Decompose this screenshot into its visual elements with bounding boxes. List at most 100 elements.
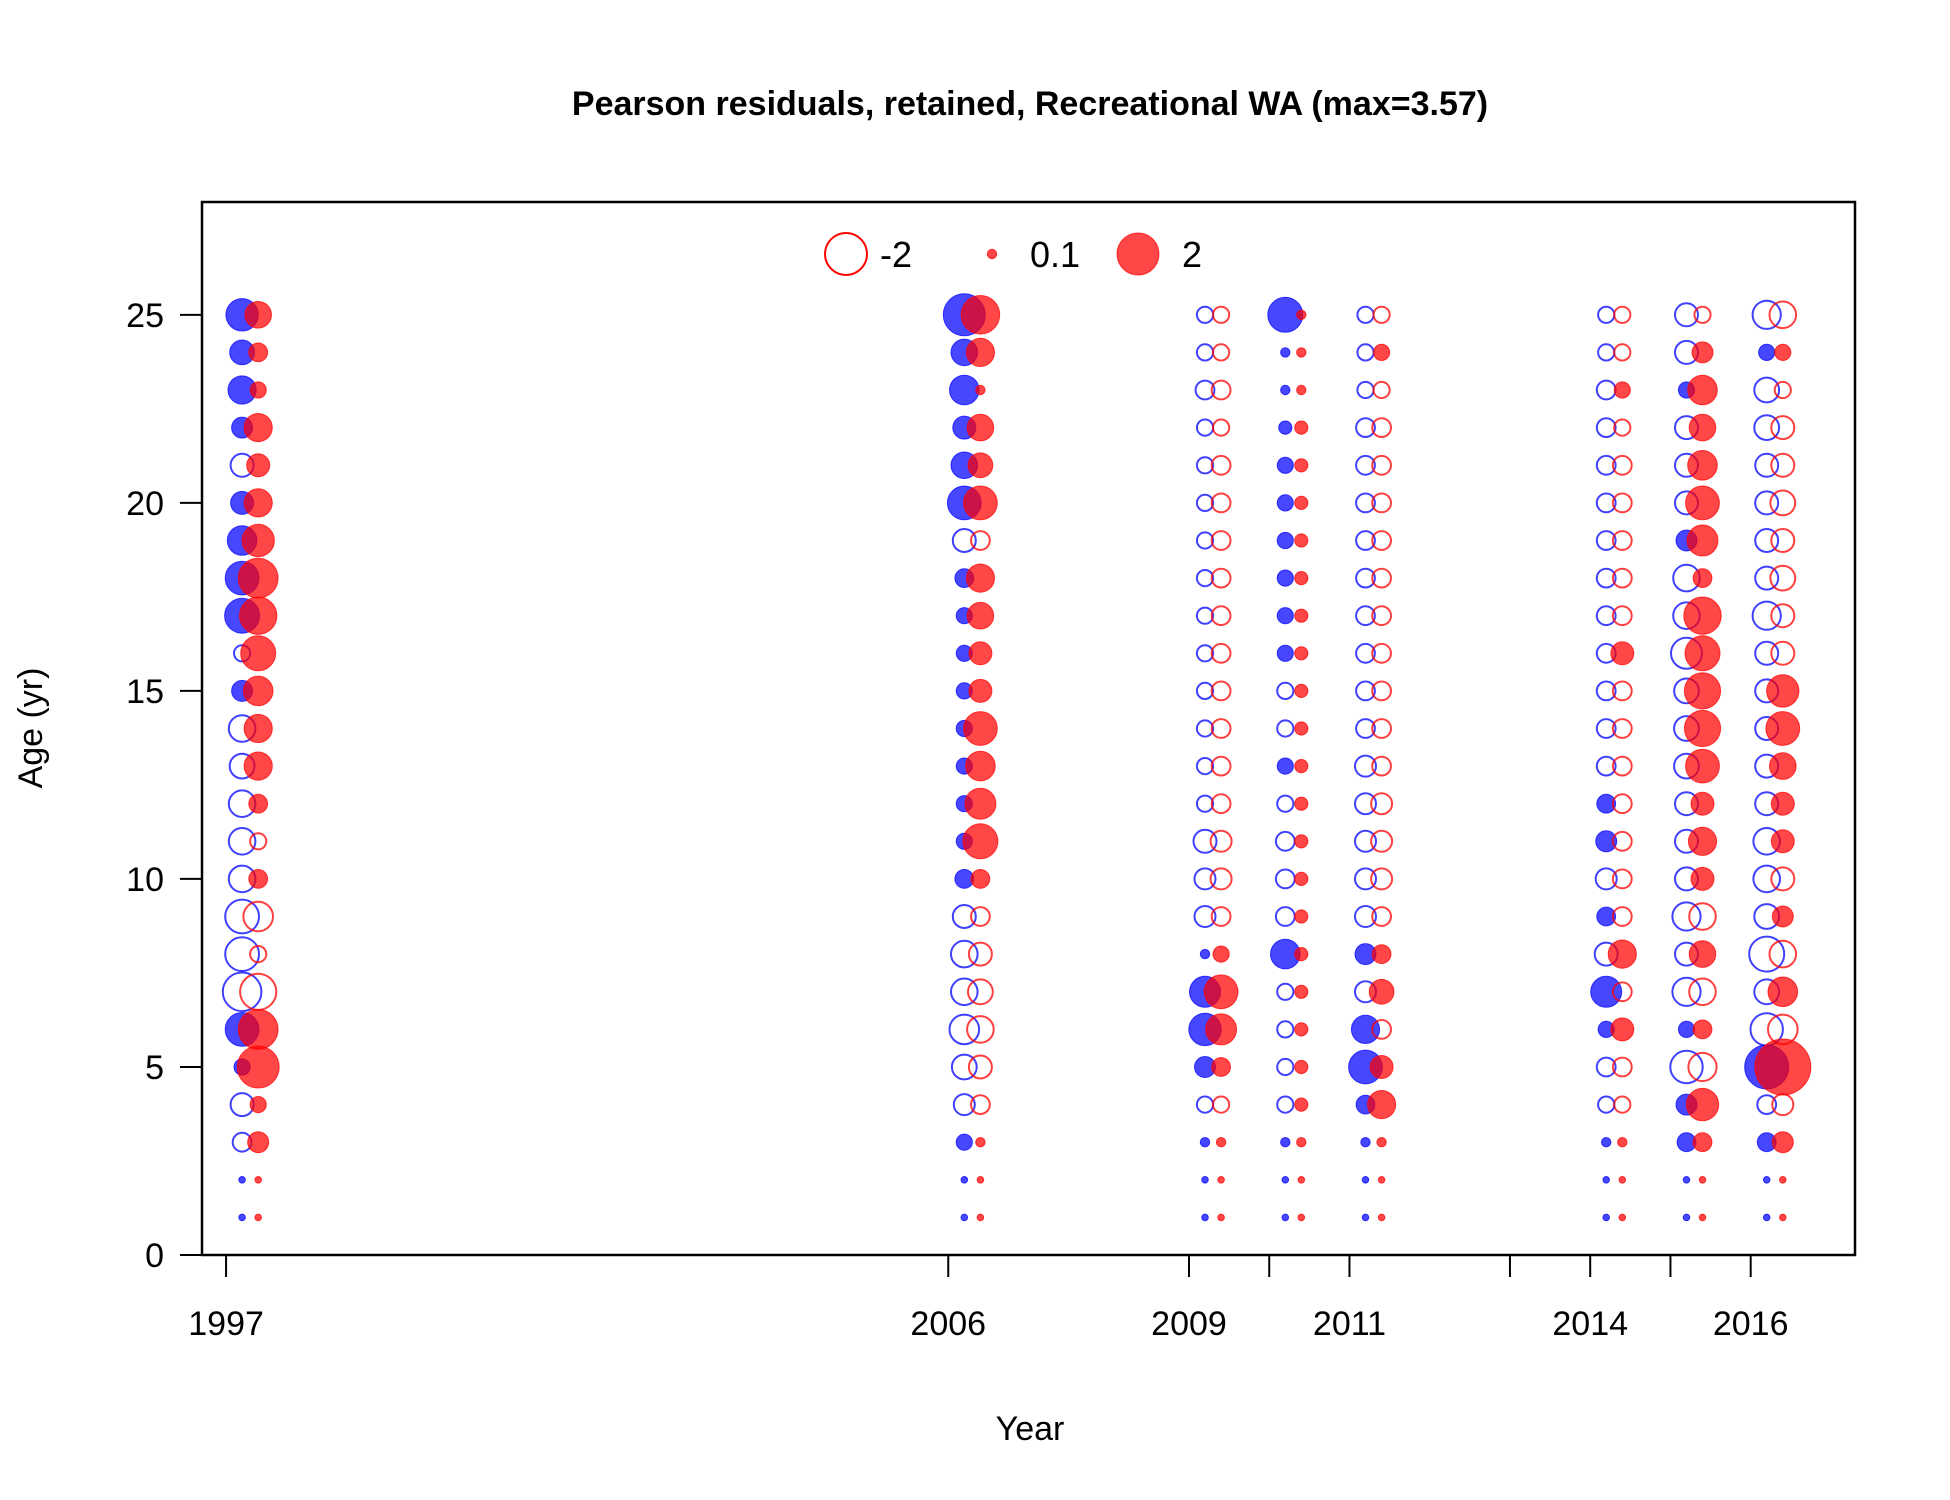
bubble-red-2010-age-9 <box>1294 909 1309 924</box>
y-tick-label-20: 20 <box>126 485 164 523</box>
bubble-blue-2011-age-21 <box>1355 454 1376 476</box>
bubble-blue-2011-age-10 <box>1354 867 1377 891</box>
bubble-red-2006-age-7 <box>967 978 994 1006</box>
bubble-red-2009-age-15 <box>1210 680 1232 702</box>
bubble-red-2006-age-13 <box>965 750 996 782</box>
bubble-red-2009-age-10 <box>1209 867 1233 891</box>
bubble-red-2006-age-14 <box>963 711 998 746</box>
bubble-red-2015-age-22 <box>1688 413 1717 442</box>
bubble-red-2014-age-12 <box>1611 793 1633 815</box>
bubble-red-2009-age-11 <box>1209 829 1233 853</box>
bubble-red-2010-age-2 <box>1297 1176 1306 1184</box>
bubble-red-2010-age-1 <box>1297 1213 1306 1222</box>
bubble-red-2014-age-22 <box>1613 418 1632 437</box>
bubble-blue-2010-age-13 <box>1276 757 1294 775</box>
bubble-red-2010-age-8 <box>1294 947 1309 962</box>
bubble-red-2011-age-14 <box>1371 718 1392 739</box>
bubble-red-2014-age-3 <box>1617 1137 1628 1148</box>
bubble-blue-2009-age-21 <box>1195 456 1215 475</box>
bubble-red-2010-age-4 <box>1294 1097 1309 1112</box>
bubble-red-2011-age-20 <box>1371 492 1392 514</box>
legend-symbol--2 <box>824 232 868 276</box>
bubble-red-2015-age-21 <box>1687 450 1718 481</box>
bubble-blue-2009-age-16 <box>1195 644 1215 663</box>
bubble-red-2014-age-9 <box>1611 906 1633 927</box>
bubble-blue-2014-age-21 <box>1595 454 1617 476</box>
bubble-red-2009-age-13 <box>1210 755 1232 777</box>
bubble-blue-2009-age-10 <box>1193 867 1217 891</box>
bubble-blue-2010-age-15 <box>1276 681 1295 701</box>
bubble-blue-2016-age-8 <box>1748 935 1786 973</box>
bubble-blue-2014-age-7 <box>1590 975 1623 1008</box>
bubble-red-2015-age-3 <box>1692 1132 1713 1153</box>
bubble-red-1997-age-13 <box>243 751 273 781</box>
bubble-blue-2011-age-20 <box>1355 492 1376 514</box>
bubble-red-1997-age-1 <box>254 1213 263 1222</box>
bubble-blue-2014-age-20 <box>1595 492 1617 514</box>
bubble-blue-2011-age-15 <box>1355 680 1376 702</box>
bubble-red-2011-age-17 <box>1371 605 1392 627</box>
bubble-red-2016-age-22 <box>1770 415 1796 441</box>
bubble-blue-2009-age-9 <box>1193 905 1217 928</box>
bubble-red-2015-age-14 <box>1683 709 1722 748</box>
bubble-red-2014-age-25 <box>1613 305 1632 324</box>
bubble-blue-1997-age-9 <box>224 898 261 935</box>
bubble-red-2011-age-15 <box>1371 680 1392 702</box>
bubble-blue-2014-age-3 <box>1601 1137 1612 1148</box>
bubble-red-1997-age-4 <box>249 1096 267 1114</box>
bubble-blue-2015-age-1 <box>1682 1213 1691 1222</box>
bubble-red-2016-age-10 <box>1770 866 1796 892</box>
bubble-red-2015-age-1 <box>1698 1213 1707 1222</box>
bubble-blue-2011-age-13 <box>1354 754 1377 778</box>
bubble-blue-2011-age-25 <box>1356 305 1375 324</box>
bubble-red-2006-age-24 <box>965 337 996 367</box>
bubble-red-2015-age-9 <box>1688 902 1717 931</box>
bubble-blue-2015-age-7 <box>1671 976 1702 1007</box>
bubble-red-2014-age-21 <box>1611 454 1633 476</box>
bubble-blue-2016-age-21 <box>1754 452 1780 478</box>
y-axis: 0 5 10 15 20 25 <box>126 297 203 1275</box>
bubble-red-2011-age-25 <box>1372 305 1391 324</box>
bubble-blue-2016-age-4 <box>1756 1094 1778 1115</box>
bubble-red-1997-age-2 <box>254 1176 263 1184</box>
bubble-layer <box>221 293 1812 1222</box>
x-axis: 1997 2006 2009 2011 2014 2016 <box>188 1254 1789 1343</box>
bubble-red-2011-age-18 <box>1371 567 1392 589</box>
bubble-blue-2011-age-12 <box>1354 792 1377 816</box>
bubble-blue-2010-age-14 <box>1276 719 1295 738</box>
bubble-red-2006-age-9 <box>970 906 991 927</box>
bubble-blue-2006-age-23 <box>949 374 980 406</box>
bubble-red-1997-age-16 <box>240 635 277 672</box>
x-tick-label-2011: 2011 <box>1313 1305 1386 1343</box>
bubble-red-2010-age-25 <box>1296 309 1307 320</box>
bubble-red-2011-age-23 <box>1372 380 1391 400</box>
bubble-red-2009-age-18 <box>1210 567 1232 589</box>
bubble-red-2011-age-12 <box>1370 792 1394 816</box>
bubble-red-2010-age-6 <box>1294 1022 1309 1037</box>
bubble-red-1997-age-5 <box>236 1045 280 1089</box>
bubble-red-2011-age-21 <box>1371 454 1392 476</box>
bubble-red-2015-age-13 <box>1685 748 1720 784</box>
bubble-blue-2016-age-18 <box>1754 565 1780 591</box>
bubble-blue-2016-age-23 <box>1753 376 1781 404</box>
bubble-red-2011-age-1 <box>1377 1213 1386 1222</box>
bubble-red-2014-age-24 <box>1613 343 1632 362</box>
bubble-blue-2006-age-1 <box>960 1213 969 1222</box>
bubble-red-2011-age-7 <box>1368 978 1395 1005</box>
bubble-blue-2014-age-25 <box>1597 305 1616 324</box>
bubble-red-2015-age-7 <box>1688 977 1717 1007</box>
bubble-red-2016-age-24 <box>1774 343 1792 361</box>
bubble-blue-2010-age-23 <box>1280 384 1291 396</box>
bubble-red-2010-age-17 <box>1294 608 1309 623</box>
bubble-blue-2010-age-16 <box>1276 644 1294 662</box>
bubble-blue-2014-age-9 <box>1596 906 1617 927</box>
bubble-red-1997-age-10 <box>248 869 269 889</box>
bubble-blue-2009-age-4 <box>1195 1095 1215 1114</box>
bubble-blue-2016-age-20 <box>1754 490 1780 516</box>
bubble-red-2016-age-14 <box>1765 711 1801 746</box>
bubble-red-1997-age-18 <box>237 557 279 599</box>
bubble-blue-2016-age-24 <box>1758 343 1776 361</box>
bubble-blue-2009-age-3 <box>1199 1137 1211 1148</box>
bubble-red-2009-age-7 <box>1203 974 1239 1010</box>
bubble-blue-2014-age-17 <box>1595 605 1617 627</box>
